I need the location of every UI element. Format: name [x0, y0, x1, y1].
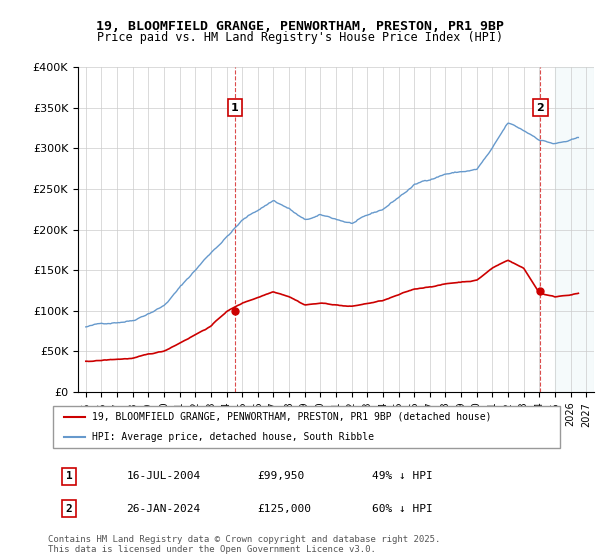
Text: 19, BLOOMFIELD GRANGE, PENWORTHAM, PRESTON, PR1 9BP: 19, BLOOMFIELD GRANGE, PENWORTHAM, PREST… — [96, 20, 504, 32]
Text: 1: 1 — [65, 472, 72, 482]
Text: 1: 1 — [231, 103, 239, 113]
FancyBboxPatch shape — [53, 405, 560, 449]
Text: 19, BLOOMFIELD GRANGE, PENWORTHAM, PRESTON, PR1 9BP (detached house): 19, BLOOMFIELD GRANGE, PENWORTHAM, PREST… — [92, 412, 492, 422]
Text: 16-JUL-2004: 16-JUL-2004 — [127, 472, 200, 482]
Text: Contains HM Land Registry data © Crown copyright and database right 2025.
This d: Contains HM Land Registry data © Crown c… — [48, 535, 440, 554]
Text: £99,950: £99,950 — [257, 472, 304, 482]
Text: 26-JAN-2024: 26-JAN-2024 — [127, 504, 200, 514]
Text: HPI: Average price, detached house, South Ribble: HPI: Average price, detached house, Sout… — [92, 432, 374, 442]
Text: £125,000: £125,000 — [257, 504, 311, 514]
Bar — [555, 67, 594, 392]
Text: 2: 2 — [536, 103, 544, 113]
Text: 49% ↓ HPI: 49% ↓ HPI — [371, 472, 433, 482]
Text: Price paid vs. HM Land Registry's House Price Index (HPI): Price paid vs. HM Land Registry's House … — [97, 31, 503, 44]
Text: 60% ↓ HPI: 60% ↓ HPI — [371, 504, 433, 514]
Text: 2: 2 — [65, 504, 72, 514]
